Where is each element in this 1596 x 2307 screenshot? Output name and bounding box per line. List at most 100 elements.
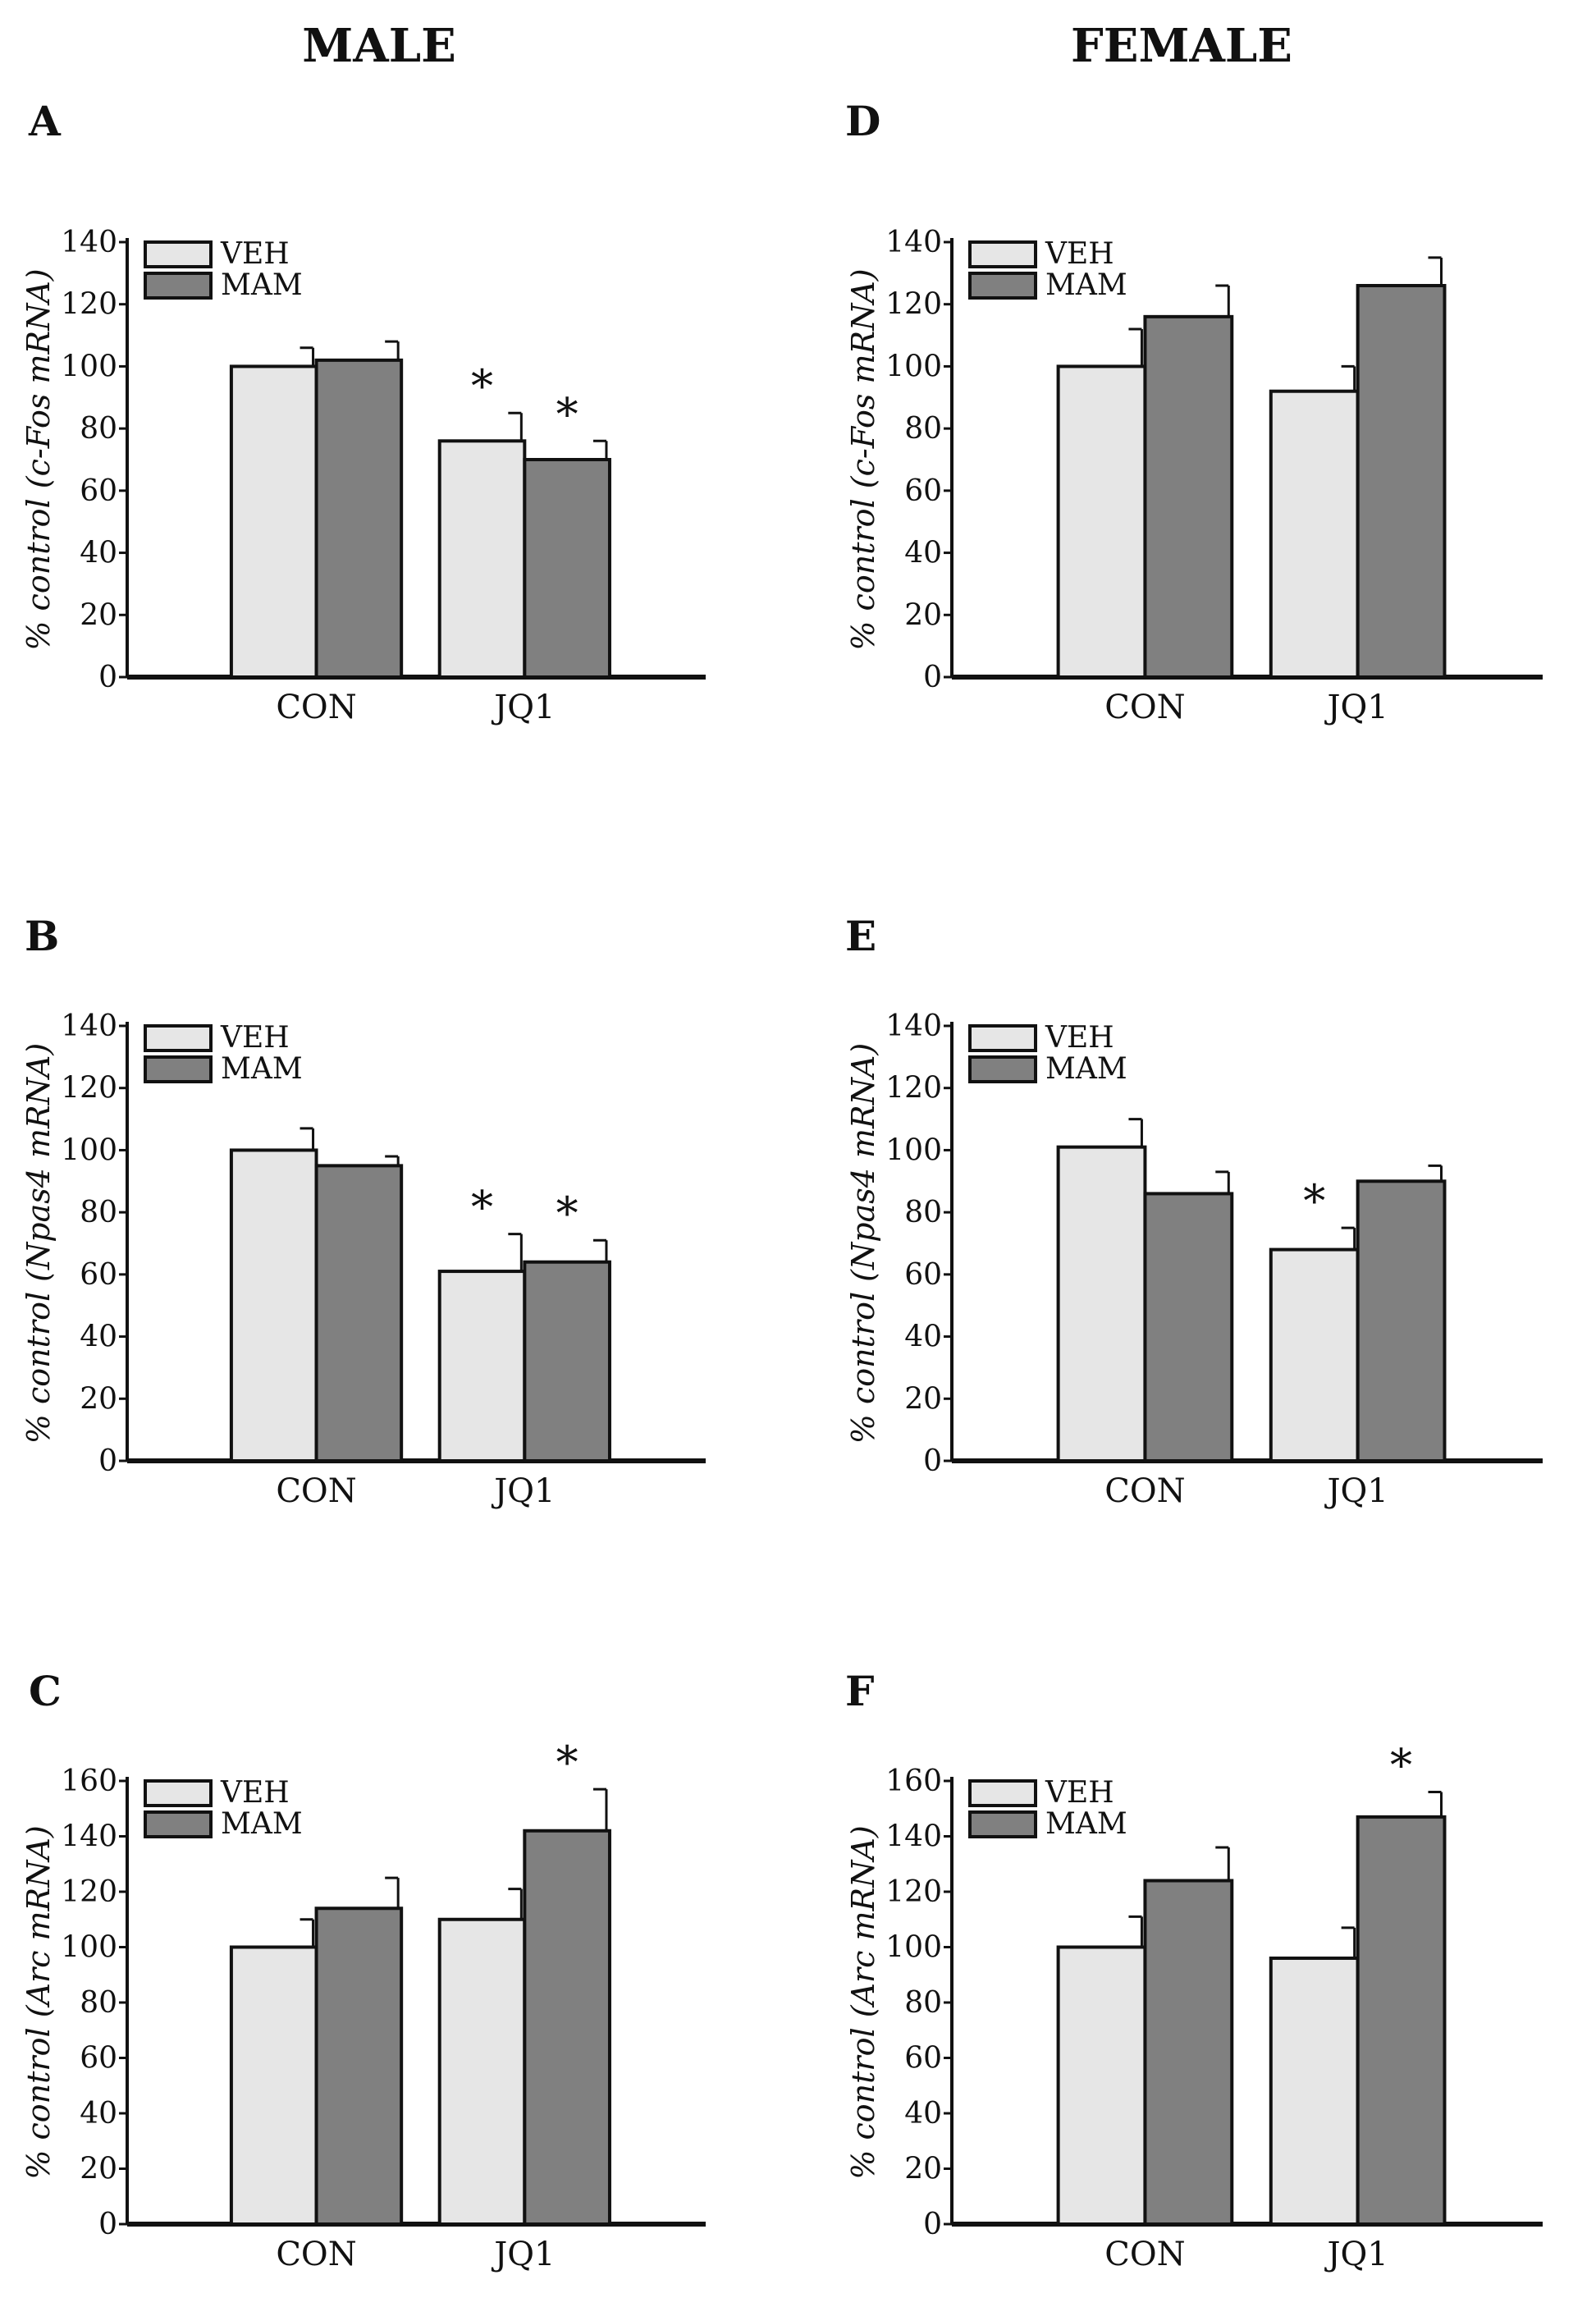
bar-veh-jq1	[437, 439, 527, 679]
bar-mam-jq1	[523, 1260, 611, 1462]
y-axis-label-gene: Npas4	[845, 1168, 881, 1270]
y-tick-label: 20	[904, 598, 942, 632]
y-tick-label: 0	[923, 2208, 942, 2241]
x-tick-label-jq1: JQ1	[1324, 689, 1388, 726]
y-tick-label: 0	[923, 661, 942, 694]
legend-label-veh: VEH	[220, 1776, 290, 1810]
legend-swatch-mam	[144, 1810, 213, 1838]
y-tick-label: 100	[885, 350, 942, 383]
legend-label-mam: MAM	[221, 1807, 303, 1841]
bar-veh-con	[229, 1945, 318, 2226]
y-tick-label: 40	[80, 1321, 117, 1354]
x-tick-label-jq1: JQ1	[1324, 2236, 1388, 2273]
female-column-header: FEMALE	[1071, 19, 1292, 73]
y-axis-label-suffix: mRNA)	[21, 1825, 57, 1950]
significance-marker: *	[556, 388, 578, 440]
y-tick-label: 40	[80, 537, 117, 570]
panel-label-a: A	[28, 97, 62, 145]
bar-veh-jq1	[437, 1917, 527, 2226]
x-tick-label-con: CON	[1104, 689, 1185, 726]
panel-d: D % control (c-Fos mRNA) 0 20 40 60 80 100 120 14…	[845, 97, 1543, 726]
y-tick-label: 80	[904, 1986, 942, 2020]
y-tick-label: 120	[885, 1875, 942, 1909]
y-axis-label: % control (Npas4 mRNA)	[845, 1043, 881, 1444]
y-axis-label-prefix: % control (	[845, 2004, 881, 2179]
y-tick-label: 140	[61, 1009, 117, 1043]
y-tick-label: 60	[904, 474, 942, 508]
y-axis-label: % control (c-Fos mRNA)	[845, 268, 881, 650]
y-tick-label: 60	[904, 2042, 942, 2076]
panel-f: F % control (Arc mRNA) 0 20 40 60 80 100 120 140 1…	[845, 1667, 1543, 2273]
bar-veh-jq1	[437, 1270, 527, 1462]
bar-mam-con	[314, 1906, 404, 2226]
y-tick-label: 60	[80, 1258, 117, 1292]
x-tick-label-con: CON	[276, 689, 356, 726]
y-tick-label: 80	[904, 1196, 942, 1229]
y-tick-label: 20	[80, 1382, 117, 1416]
y-axis-label-suffix: mRNA)	[845, 1043, 881, 1168]
y-axis-label: % control (Npas4 mRNA)	[21, 1043, 57, 1444]
legend-swatch-veh	[968, 240, 1037, 268]
y-tick-label: 120	[61, 288, 117, 322]
legend-swatch-mam	[144, 272, 213, 300]
legend-label-veh: VEH	[1045, 1021, 1114, 1055]
y-tick-label: 80	[80, 412, 117, 446]
y-tick-label: 20	[80, 598, 117, 632]
panel-b: B % control (Npas4 mRNA) 0 20 40 60 80 100 120 14…	[21, 912, 706, 1510]
legend-swatch-veh	[968, 1779, 1037, 1807]
bar-mam-jq1	[1356, 284, 1447, 679]
bar-veh-con	[229, 364, 318, 679]
y-tick-label: 20	[904, 1382, 942, 1416]
legend-swatch-mam	[144, 1055, 213, 1083]
y-tick-label: 80	[904, 412, 942, 446]
y-tick-label: 20	[904, 2153, 942, 2186]
bar-mam-con	[1143, 1879, 1234, 2226]
y-axis-label-gene: Arc	[21, 1951, 57, 2008]
y-tick-label: 0	[98, 2208, 117, 2241]
panel-c: C % control (Arc mRNA) 0 20 40 60 80 100 120 140 1…	[21, 1667, 706, 2273]
y-axis-label-suffix: mRNA)	[845, 268, 881, 393]
x-tick-label-jq1: JQ1	[1324, 1472, 1388, 1510]
legend-swatch-veh	[144, 1024, 213, 1052]
legend-label-veh: VEH	[220, 237, 290, 271]
bar-veh-jq1	[1269, 1957, 1360, 2226]
significance-marker: *	[556, 1737, 578, 1788]
legend-label-veh: VEH	[1045, 1776, 1114, 1810]
x-tick-label-con: CON	[1104, 2236, 1185, 2273]
legend-label-mam: MAM	[1045, 1807, 1127, 1841]
bar-veh-con	[1056, 1945, 1147, 2226]
y-tick-label: 40	[80, 2097, 117, 2131]
bar-veh-con	[229, 1148, 318, 1463]
legend-label-veh: VEH	[1045, 237, 1114, 271]
x-tick-label-jq1: JQ1	[491, 689, 555, 726]
y-axis-label-gene: Arc	[845, 1951, 881, 2008]
legend-label-mam: MAM	[1045, 268, 1127, 302]
y-tick-label: 160	[61, 1765, 117, 1798]
y-axis-label-gene: c-Fos	[845, 394, 881, 477]
y-tick-label: 140	[885, 1009, 942, 1043]
y-axis-label-prefix: % control (	[21, 2004, 57, 2179]
y-tick-label: 40	[904, 537, 942, 570]
bar-veh-con	[1056, 1145, 1147, 1462]
panel-a: A % control (c-Fos mRNA) 0 20 40 60 80 100 120 14…	[21, 97, 706, 726]
x-tick-label-con: CON	[276, 2236, 356, 2273]
y-tick-label: 100	[885, 1133, 942, 1167]
bar-mam-jq1	[523, 458, 611, 679]
y-axis-label-prefix: % control (	[21, 1269, 57, 1444]
y-axis-label: % control (Arc mRNA)	[21, 1825, 57, 2179]
y-axis-label: % control (Arc mRNA)	[845, 1825, 881, 2179]
y-axis-label-prefix: % control (	[845, 475, 881, 650]
bar-mam-con	[314, 1164, 404, 1463]
legend-swatch-veh	[968, 1024, 1037, 1052]
x-tick-label-jq1: JQ1	[491, 1472, 555, 1510]
legend-swatch-veh	[144, 1779, 213, 1807]
bar-mam-jq1	[1356, 1815, 1447, 2226]
y-tick-label: 140	[885, 1820, 942, 1854]
legend-label-mam: MAM	[1045, 1052, 1127, 1086]
significance-marker: *	[471, 360, 493, 412]
y-tick-label: 80	[80, 1196, 117, 1229]
legend-swatch-mam	[968, 1055, 1037, 1083]
y-tick-label: 60	[80, 474, 117, 508]
